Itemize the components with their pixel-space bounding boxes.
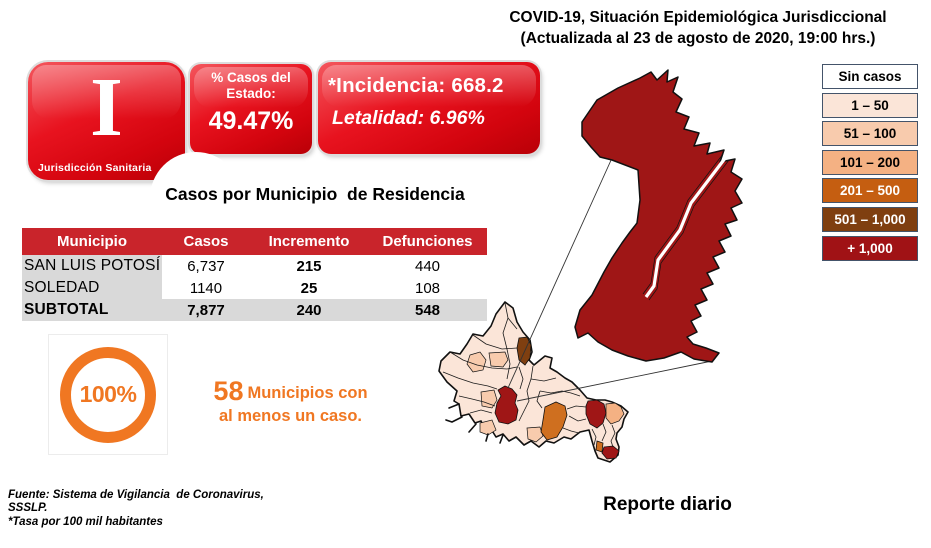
municipalities-count: 58 (213, 376, 244, 406)
state-share-badge: % Casos del Estado: 49.47% (190, 64, 312, 154)
boundary-squiggles (445, 403, 504, 444)
legend-item: 201 – 500 (822, 178, 918, 204)
table-subtotal-row: SUBTOTAL 7,877 240 548 (22, 299, 487, 321)
page-title-line1: COVID-19, Situación Epidemiológica Juris… (509, 9, 887, 26)
lethality-value: Letalidad: 6.96% (332, 107, 485, 129)
jurisdiction-numeral: I (90, 61, 123, 154)
table-header-cell: Defunciones (382, 233, 473, 250)
table-body: SAN LUIS POTOSÍ 6,737 215 440 SOLEDAD 1140 25 1… (22, 255, 487, 321)
cases-table-title: Casos por Municipio de Residencia (165, 184, 465, 204)
table-cell: 1140 (189, 279, 223, 297)
rates-badge: *Incidencia: 668.2 Letalidad: 6.96% (318, 62, 540, 154)
municipality-capital (494, 385, 519, 425)
page-title-line2: (Actualizada al 23 de agosto de 2020, 19… (520, 30, 876, 48)
legend-item: + 1,000 (822, 235, 918, 261)
table-cell: SAN LUIS POTOSÍ (22, 255, 162, 277)
municipalities-1000plus (494, 385, 620, 460)
jurisdiction-zoom-shape (574, 69, 743, 363)
report-type-label: Reporte diario (603, 494, 732, 515)
municipal-boundaries (442, 302, 616, 448)
callout-line-lower (516, 360, 713, 402)
zoom-shape-split-border-left (642, 153, 724, 295)
state-share-label: % Casos del Estado: (190, 70, 312, 102)
table-cell: 7,877 (187, 301, 225, 319)
table-cell: 240 (296, 301, 322, 319)
municipalities-note: 58 Municipios con al menos un caso. (188, 376, 393, 426)
municipalities-51-100 (466, 351, 544, 443)
table-cell: 440 (414, 257, 441, 275)
table-cell: 108 (414, 279, 441, 297)
table-cell: 548 (414, 301, 441, 319)
municipalities-text-line1: Municipios con (247, 384, 368, 402)
table-row: SAN LUIS POTOSÍ 6,737 215 440 (22, 255, 487, 277)
municipalities-201-500 (540, 401, 604, 453)
state-share-label-line1: % Casos del (211, 70, 291, 85)
map-legend: Sin casos 1 – 50 51 – 100 101 – 200 201 – 50… (822, 64, 918, 264)
source-note: Fuente: Sistema de Vigilancia de Coronav… (8, 489, 264, 528)
callout-lines (507, 157, 713, 402)
state-share-label-line2: Estado: (226, 86, 276, 102)
legend-item: 51 – 100 (822, 121, 918, 147)
table-cell: 25 (300, 279, 318, 297)
table-cell: 215 (296, 257, 322, 275)
table-header-row: Municipio Casos Incremento Defunciones (22, 228, 487, 255)
state-share-value: 49.47% (208, 107, 294, 136)
jurisdiction-label: Jurisdicción Sanitaria (38, 162, 152, 174)
table-header-cell: Municipio (57, 233, 127, 250)
incidence-value: *Incidencia: 668.2 (328, 74, 504, 97)
jurisdiction-badge: I Jurisdicción Sanitaria (28, 62, 185, 180)
zoom-shape-split-gap (644, 156, 728, 298)
legend-item: Sin casos (822, 64, 918, 89)
table-cell: 6,737 (187, 257, 225, 275)
legend-item: 501 – 1,000 (822, 206, 918, 232)
coverage-card: 100% (48, 334, 168, 455)
callout-line-upper (507, 157, 613, 389)
cases-table: Municipio Casos Incremento Defunciones SAN … (22, 228, 487, 321)
table-header-cell: Casos (183, 233, 229, 250)
legend-item: 1 – 50 (822, 92, 918, 118)
table-cell: SUBTOTAL (24, 301, 109, 318)
municipalities-text-line2: al menos un caso. (218, 407, 363, 426)
page-title: COVID-19, Situación Epidemiológica Juris… (470, 7, 926, 50)
table-row: SOLEDAD 1140 25 108 (22, 277, 487, 299)
table-cell: SOLEDAD (22, 277, 162, 299)
coverage-donut: 100% (60, 346, 156, 443)
municipality-101-200 (605, 402, 625, 425)
legend-item: 101 – 200 (822, 149, 918, 175)
table-header-cell: Incremento (268, 233, 350, 250)
coverage-percent: 100% (79, 381, 137, 407)
zoom-shape-split-border-right (648, 159, 730, 301)
